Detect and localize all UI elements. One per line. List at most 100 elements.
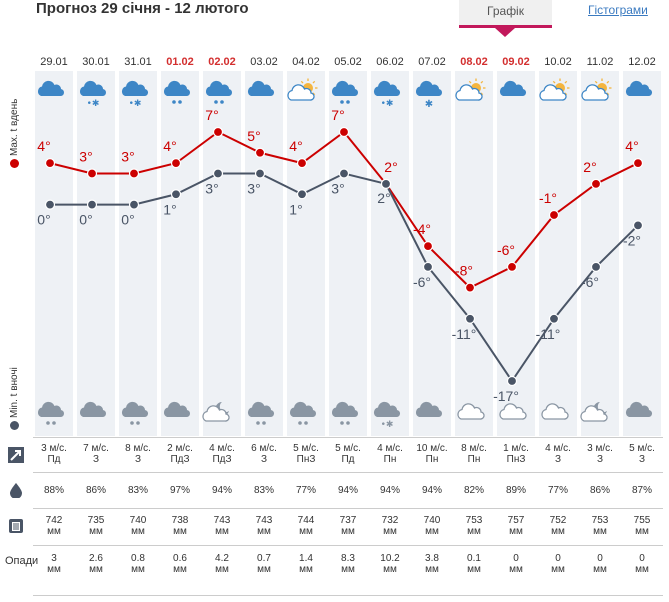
- wind-cell: 5 м/с. ПнЗ: [293, 443, 319, 465]
- max-temp-point: [212, 126, 224, 138]
- precip-cell: 1.4 мм: [299, 553, 313, 575]
- wind-cell: 7 м/с. З: [83, 443, 109, 465]
- min-temp-label: 3°: [205, 181, 218, 197]
- cloud-icon: [79, 401, 107, 418]
- min-temp-label: -11°: [536, 326, 561, 342]
- cloud-rain-icon: [121, 401, 149, 425]
- wind-cell: 3 м/с. З: [587, 443, 613, 465]
- min-temp-point: [380, 178, 392, 189]
- humidity-cell: 94%: [337, 485, 358, 496]
- pressure-cell: 737 мм: [339, 515, 357, 537]
- date-label: 04.02: [292, 56, 320, 68]
- tab-chart[interactable]: Графік: [459, 0, 552, 37]
- cloud-icon: [625, 80, 653, 97]
- svg-text:•✱: •✱: [87, 99, 100, 109]
- wind-cell: 8 м/с. Пн: [461, 443, 487, 465]
- cloud-rain-icon: [247, 401, 275, 425]
- tab-histograms-link[interactable]: Гістограми: [588, 3, 648, 17]
- cloud-icon: [625, 401, 653, 418]
- min-temp-point: [254, 168, 266, 179]
- min-temp-label: -2°: [623, 232, 641, 248]
- pressure-cell: 740 мм: [129, 515, 147, 537]
- precip-cell: 0.6 мм: [173, 553, 187, 575]
- tab-active-arrow-icon: [495, 28, 515, 37]
- sun-cloud-icon: [455, 78, 486, 101]
- min-temp-label: 1°: [289, 201, 302, 217]
- cloud-snow-icon: •✱: [121, 80, 149, 109]
- precip-cell: 0 мм: [593, 553, 607, 575]
- wind-cell: 3 м/с. Пд: [41, 443, 67, 465]
- pressure-cell: 755 мм: [633, 515, 651, 537]
- column-background: [77, 71, 115, 436]
- max-temp-point: [86, 168, 98, 179]
- min-temp-point: [548, 313, 560, 324]
- wind-cell: 10 м/с. Пн: [416, 443, 448, 465]
- humidity-cell: 86%: [589, 485, 610, 496]
- svg-text:•✱: •✱: [381, 99, 394, 109]
- min-temp-point: [422, 261, 434, 272]
- max-temp-point: [632, 158, 644, 169]
- divider: [33, 595, 663, 596]
- min-temp-label: -6°: [413, 274, 431, 290]
- date-label: 29.01: [40, 56, 68, 68]
- cloud-icon: [415, 401, 443, 418]
- humidity-cell: 83%: [127, 485, 148, 496]
- date-label: 01.02: [166, 56, 194, 68]
- cloud-rain-icon: [37, 401, 65, 425]
- humidity-cell: 89%: [505, 485, 526, 496]
- max-temp-label: 3°: [79, 149, 92, 165]
- min-temp-point: [338, 168, 350, 179]
- max-temp-label: -1°: [539, 190, 557, 206]
- column-background: [35, 71, 73, 436]
- pressure-cell: 743 мм: [213, 515, 231, 537]
- min-temp-label: 0°: [121, 212, 134, 228]
- max-temp-label: 4°: [163, 138, 176, 154]
- column-background: [413, 71, 451, 436]
- sun-cloud-icon: [287, 78, 318, 101]
- date-label: 07.02: [418, 56, 446, 68]
- max-temp-point: [44, 158, 56, 169]
- min-temp-label: 3°: [247, 181, 260, 197]
- humidity-drop-icon: [10, 483, 22, 498]
- humidity-cell: 77%: [547, 485, 568, 496]
- cloud-rain-icon: [331, 80, 359, 104]
- min-temp-point: [296, 189, 308, 200]
- max-temp-label: 5°: [247, 128, 260, 144]
- cloud-icon: [37, 80, 65, 97]
- pressure-cell: 735 мм: [87, 515, 105, 537]
- cloud-icon: [499, 80, 527, 97]
- date-label: 10.02: [544, 56, 572, 68]
- cloud-outline-icon: [541, 403, 569, 420]
- svg-text:•✱: •✱: [381, 420, 394, 430]
- max-temp-point: [548, 209, 560, 221]
- min-temp-point: [590, 261, 602, 272]
- column-background: [161, 71, 199, 436]
- cloud-rain-icon: [205, 80, 233, 104]
- min-temp-label: 1°: [163, 201, 176, 217]
- tab-chart-label: Графік: [459, 0, 552, 28]
- min-temp-label: 2°: [377, 190, 390, 206]
- max-temp-line: [49, 130, 639, 289]
- pressure-cell: 753 мм: [465, 515, 483, 537]
- max-temp-label: 2°: [583, 159, 596, 175]
- column-background: [455, 71, 493, 436]
- wind-cell: 4 м/с. ПдЗ: [209, 443, 235, 465]
- date-label: 30.01: [82, 56, 110, 68]
- cloud-rain-icon: [331, 401, 359, 425]
- cloud-outline-icon: [457, 403, 485, 420]
- cloud-icon: [163, 401, 191, 418]
- divider: [33, 472, 663, 473]
- humidity-cell: 94%: [379, 485, 400, 496]
- date-label: 05.02: [334, 56, 362, 68]
- date-label: 11.02: [586, 56, 614, 68]
- pressure-cell: 752 мм: [549, 515, 567, 537]
- date-label: 06.02: [376, 56, 404, 68]
- wind-arrow-icon: [8, 447, 24, 463]
- min-temp-label: -6°: [581, 274, 599, 290]
- max-temp-label: 2°: [384, 159, 397, 175]
- svg-text:•✱: •✱: [129, 99, 142, 109]
- wind-cell: 1 м/с. ПнЗ: [503, 443, 529, 465]
- column-background: [539, 71, 577, 436]
- humidity-cell: 88%: [43, 485, 64, 496]
